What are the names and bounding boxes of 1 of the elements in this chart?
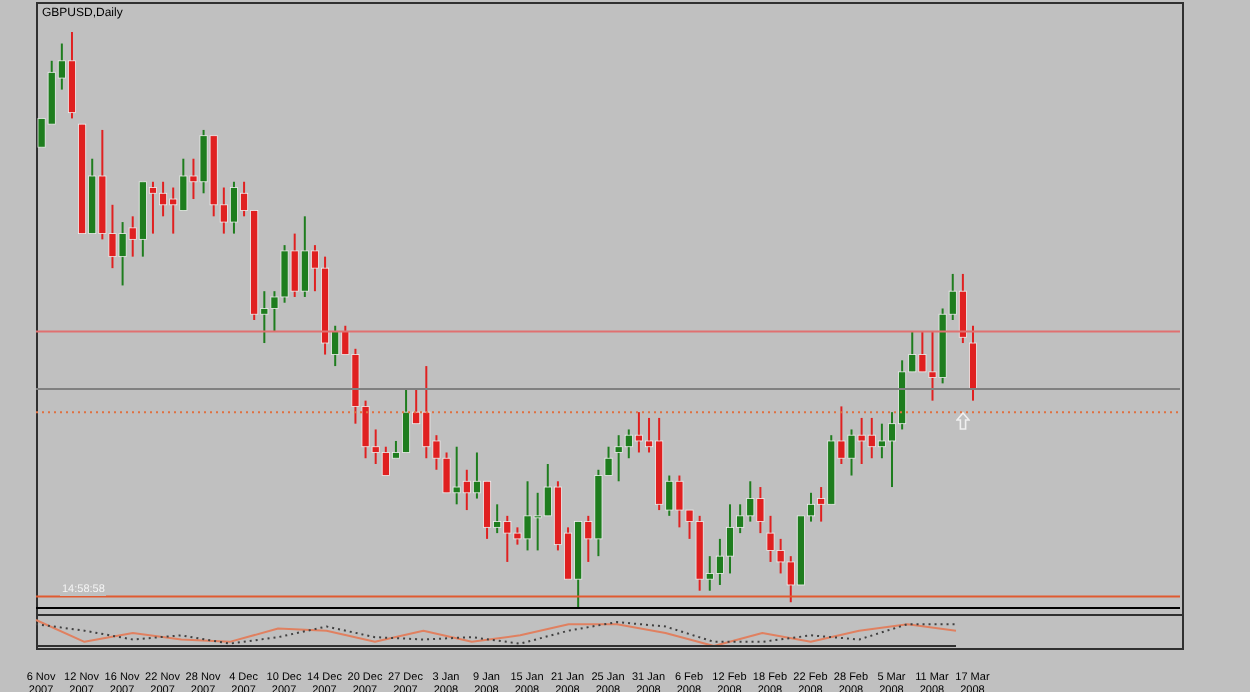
- candlestick: [969, 324, 977, 402]
